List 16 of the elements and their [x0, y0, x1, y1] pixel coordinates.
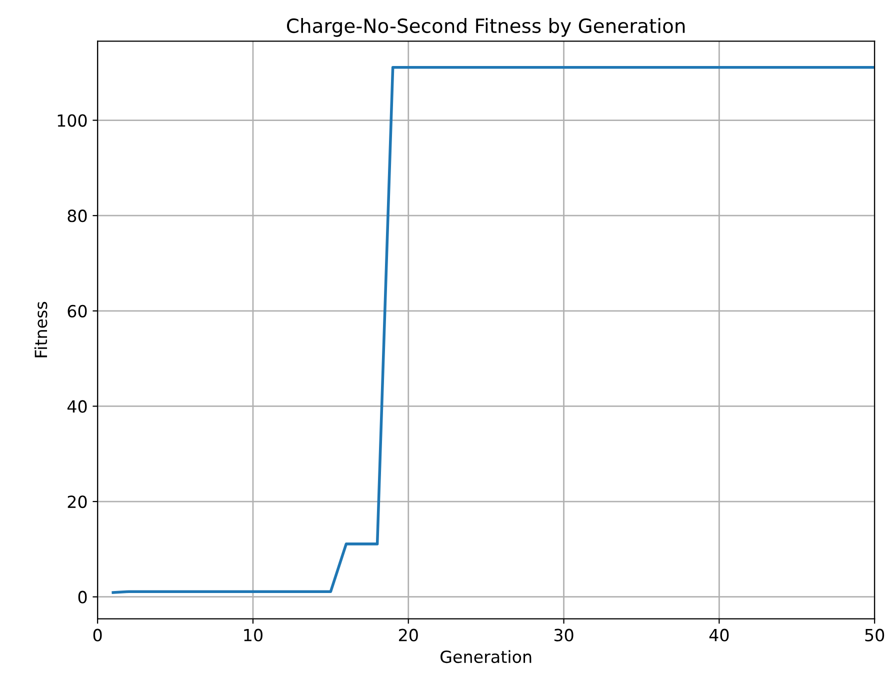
- line-series: [112, 66, 875, 594]
- x-tick-label: 10: [244, 628, 262, 642]
- x-tick-label: 40: [709, 628, 729, 642]
- x-tick-label: 30: [554, 628, 574, 642]
- y-tick-label: 40: [67, 400, 87, 413]
- x-tick-label: 0: [93, 628, 102, 642]
- x-axis-title: Generation: [440, 650, 532, 664]
- x-tick-label: 20: [398, 628, 418, 642]
- y-tick-label: 0: [78, 590, 87, 604]
- y-axis-title: Fitness: [34, 302, 48, 358]
- y-tick-label: 60: [68, 304, 87, 318]
- chart-title: Charge-No-Second Fitness by Generation: [286, 18, 685, 37]
- y-tick-label: 20: [68, 495, 87, 508]
- x-tick-label: 50: [865, 628, 884, 642]
- y-tick-label: 80: [68, 210, 87, 222]
- y-tick-label: 100: [58, 114, 87, 127]
